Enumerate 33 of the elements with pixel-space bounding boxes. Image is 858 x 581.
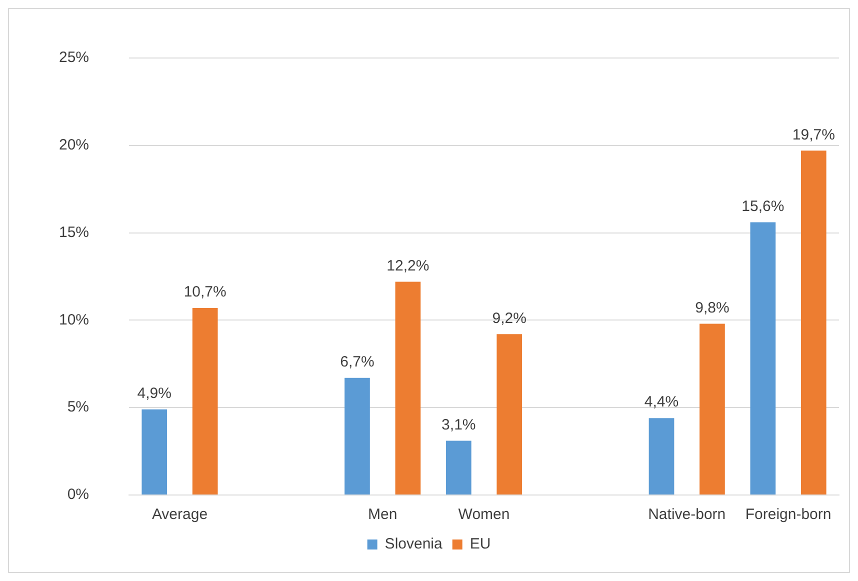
bar: [750, 222, 776, 494]
bar: [192, 308, 218, 494]
y-tick-label: 10%: [58, 311, 90, 328]
x-tick-label: Women: [458, 506, 510, 524]
x-tick-label: Men: [368, 506, 398, 524]
y-tick-label: 25%: [58, 49, 90, 66]
legend-label: Slovenia: [384, 536, 444, 553]
y-tick-label: 20%: [58, 136, 90, 154]
data-label: 19,7%: [792, 126, 835, 144]
bar: [446, 440, 472, 494]
x-tick-label: Native-born: [648, 506, 726, 524]
y-tick-label: 5%: [67, 398, 90, 416]
data-label: 9,8%: [695, 299, 730, 316]
bar: [496, 334, 522, 494]
x-tick-label: Foreign-born: [745, 506, 832, 524]
data-label: 15,6%: [742, 198, 784, 215]
bar: [344, 378, 370, 494]
bar: [395, 282, 421, 494]
bar: [700, 324, 725, 494]
bar: [648, 418, 674, 494]
data-label: 10,7%: [184, 284, 226, 301]
bar: [142, 409, 168, 494]
legend-label: EU: [470, 536, 491, 553]
data-label: 12,2%: [386, 257, 430, 274]
y-tick-label: 0%: [67, 486, 90, 504]
data-label: 9,2%: [492, 310, 526, 327]
data-label: 4,4%: [644, 394, 679, 411]
y-tick-label: 15%: [58, 224, 90, 241]
x-tick-label: Average: [152, 506, 208, 524]
data-label: 6,7%: [340, 354, 374, 371]
data-label: 3,1%: [442, 416, 476, 434]
bar: [800, 150, 826, 494]
data-label: 4,9%: [137, 384, 172, 402]
